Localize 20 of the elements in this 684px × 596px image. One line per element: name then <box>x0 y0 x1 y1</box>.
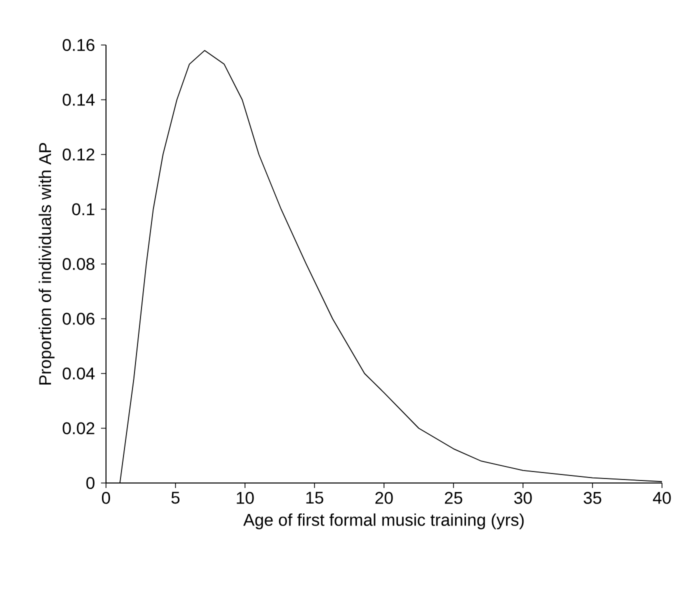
y-tick-label: 0.12 <box>62 148 94 161</box>
y-tick-label: 0.1 <box>72 203 94 216</box>
x-tick-label: 15 <box>306 492 324 504</box>
y-axis-title: Proportion of individuals with AP <box>38 143 55 385</box>
x-tick-label: 5 <box>171 492 180 504</box>
y-tick-label: 0.04 <box>62 367 95 380</box>
x-tick-label: 30 <box>514 492 532 504</box>
x-axis-title: Age of first formal music training (yrs) <box>243 513 524 530</box>
y-tick-label: 0.02 <box>62 422 94 434</box>
x-tick-label: 35 <box>584 492 602 504</box>
x-tick-label: 10 <box>236 492 254 504</box>
y-tick-label: 0.06 <box>62 312 94 325</box>
y-tick-label: 0.08 <box>62 258 94 270</box>
x-tick-label: 40 <box>652 492 671 504</box>
y-tick-label: 0 <box>86 476 94 490</box>
x-tick-label: 20 <box>375 492 393 504</box>
x-tick-label: 25 <box>444 492 462 504</box>
x-tick-label: 0 <box>102 492 110 504</box>
y-tick-label: 0.14 <box>62 94 95 106</box>
y-tick-label: 0.16 <box>62 38 94 52</box>
